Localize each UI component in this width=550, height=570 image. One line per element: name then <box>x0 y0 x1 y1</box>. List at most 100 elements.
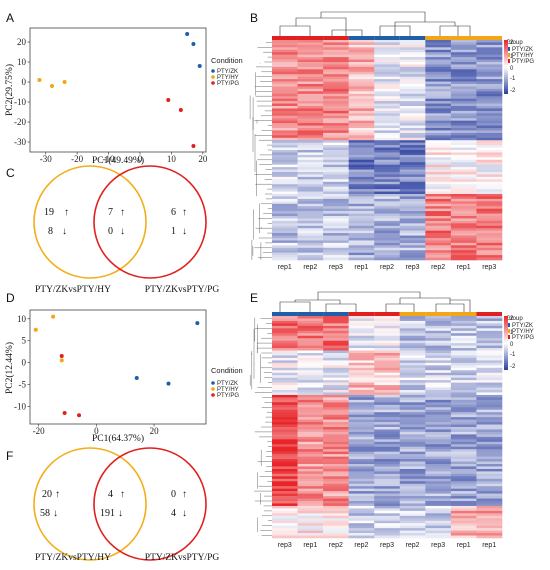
heatmap-cell <box>374 218 401 222</box>
heatmap-cell <box>399 169 426 173</box>
heatmap-cell <box>476 412 503 415</box>
heatmap-cell <box>348 130 375 134</box>
heatmap-cell <box>450 201 477 205</box>
heatmap-cell <box>323 523 349 526</box>
heatmap-cell <box>476 498 503 502</box>
heatmap-cell <box>476 496 503 499</box>
heatmap-cell <box>399 172 426 175</box>
heatmap-cell <box>399 176 426 180</box>
heatmap-cell <box>476 191 503 195</box>
heatmap-cell <box>348 316 375 319</box>
heatmap-cell <box>476 42 503 46</box>
heatmap-cell <box>450 412 477 415</box>
heatmap-cell <box>374 501 401 504</box>
heatmap-cell <box>450 211 477 214</box>
heatmap-cell <box>476 140 503 143</box>
heatmap-cell <box>374 40 401 43</box>
heatmap-cell <box>272 515 298 519</box>
heatmap-cell <box>348 88 375 92</box>
heatmap-cell <box>374 152 401 156</box>
heatmap-cell <box>450 88 477 92</box>
heatmap-cell <box>450 184 477 187</box>
heatmap-cell <box>323 513 349 517</box>
heatmap-cell <box>374 515 401 519</box>
heatmap-cell <box>348 476 375 480</box>
heatmap-cell <box>399 436 426 440</box>
heatmap-cell <box>323 355 349 359</box>
heatmap-cell <box>476 88 503 92</box>
heatmap-cell <box>399 456 426 460</box>
heatmap-cell <box>476 125 503 129</box>
heatmap-cell <box>425 510 452 514</box>
heatmap-cell <box>272 461 298 465</box>
heatmap-cell <box>323 333 349 337</box>
heatmap-cell <box>450 414 477 418</box>
heatmap-cell <box>374 486 401 489</box>
annotation-cell <box>450 36 477 40</box>
heatmap-cell <box>272 436 298 440</box>
heatmap-cell <box>450 123 477 126</box>
heatmap-cell <box>450 468 477 472</box>
heatmap-cell <box>323 372 349 376</box>
heatmap-cell <box>399 208 426 212</box>
heatmap-cell <box>272 533 298 536</box>
heatmap-cell <box>425 174 452 178</box>
heatmap-cell <box>399 404 426 408</box>
heatmap-cell <box>425 208 452 212</box>
annotation-cell <box>399 312 426 316</box>
heatmap-cell <box>399 69 426 73</box>
heatmap-cell <box>348 69 375 73</box>
heatmap-cell <box>348 390 375 393</box>
heatmap-cell <box>425 218 452 222</box>
heatmap-cell <box>399 508 426 512</box>
heatmap-cell <box>323 164 349 168</box>
heatmap-cell <box>348 216 375 219</box>
heatmap-cell <box>425 348 452 351</box>
heatmap-cell <box>297 128 324 131</box>
heatmap-cell <box>450 255 477 258</box>
heatmap-cell <box>297 328 324 332</box>
heatmap-cell <box>272 98 298 102</box>
heatmap-cell <box>348 328 375 332</box>
heatmap-cell <box>297 206 324 209</box>
heatmap-cell <box>297 367 324 371</box>
heatmap-cell <box>348 498 375 502</box>
scale-tick: 2 <box>510 316 514 322</box>
heatmap-cell <box>272 498 298 502</box>
heatmap-cell <box>425 247 452 251</box>
heatmap-cell <box>323 242 349 246</box>
heatmap-cell <box>425 508 452 512</box>
heatmap-cell <box>374 216 401 219</box>
heatmap-cell <box>450 223 477 227</box>
heatmap-cell <box>450 510 477 514</box>
heatmap-cell <box>450 103 477 107</box>
legend-dot-zk <box>211 381 215 385</box>
heatmap-cell <box>297 108 324 112</box>
heatmap-cell <box>323 493 349 497</box>
heatmap-cell <box>399 387 426 391</box>
heatmap-cell <box>476 194 503 197</box>
heatmap-cell <box>297 449 324 452</box>
heatmap-cell <box>476 424 503 428</box>
heatmap-cell <box>450 115 477 119</box>
heatmap-cell <box>297 478 324 482</box>
heatmap-cell <box>476 360 503 364</box>
heatmap-cell <box>450 174 477 178</box>
heatmap-cell <box>297 486 324 489</box>
heatmap-cell <box>476 350 503 354</box>
heatmap-cell <box>450 436 477 440</box>
heatmap-cell <box>297 172 324 175</box>
heatmap-cell <box>297 191 324 195</box>
heatmap-cell <box>374 179 401 183</box>
heatmap-cell <box>272 456 298 460</box>
heatmap-cell <box>399 74 426 77</box>
heatmap-cell <box>476 486 503 489</box>
heatmap-cell <box>323 194 349 197</box>
heatmap-cell <box>323 169 349 173</box>
heatmap-cell <box>476 357 503 361</box>
heatmap-cell <box>399 348 426 351</box>
heatmap-cell <box>374 118 401 121</box>
heatmap-cell <box>348 110 375 114</box>
heatmap-cell <box>425 150 452 153</box>
